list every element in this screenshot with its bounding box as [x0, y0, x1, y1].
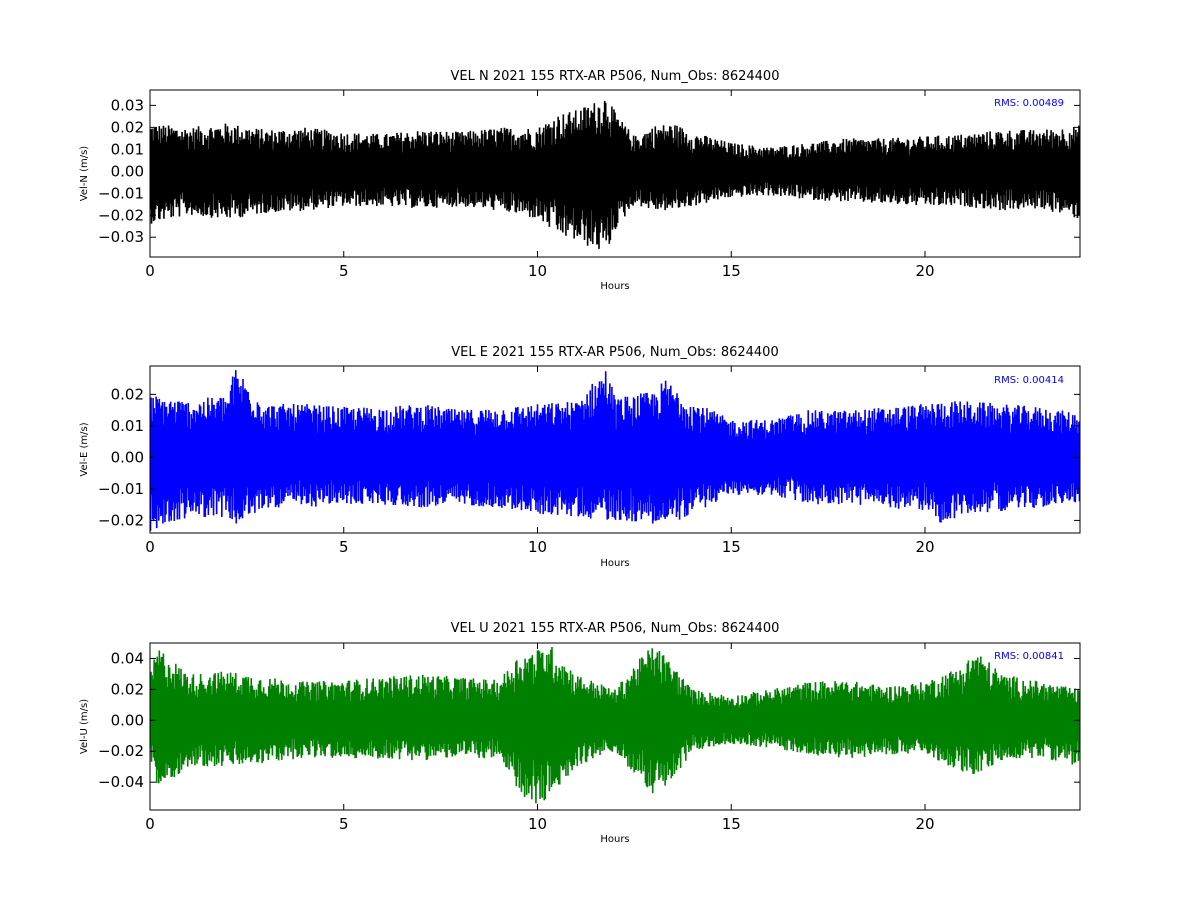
plot-area: 0 5 10 15 20 −0.04 −0.02 0.00 0.02 0.04: [98, 642, 1081, 833]
x-tick-label: 5: [339, 815, 349, 833]
chart-title: VEL N 2021 155 RTX-AR P506, Num_Obs: 862…: [451, 69, 780, 84]
x-tick-label: 20: [915, 262, 934, 280]
x-tick-label: 5: [339, 262, 349, 280]
x-tick-label: 10: [528, 538, 547, 556]
y-tick-label: 0.01: [111, 417, 144, 435]
y-tick-label: −0.02: [98, 742, 144, 760]
y-tick-label: 0.00: [111, 448, 144, 466]
rms-annotation: RMS: 0.00414: [994, 375, 1064, 386]
x-tick-label: 10: [528, 815, 547, 833]
x-tick-label: 15: [722, 815, 741, 833]
x-tick-label: 10: [528, 262, 547, 280]
x-axis-label: Hours: [600, 558, 629, 569]
signal-trace: [150, 370, 1080, 531]
x-tick-label: 0: [145, 815, 155, 833]
y-axis-label: Vel-E (m/s): [79, 422, 90, 476]
rms-annotation: RMS: 0.00489: [994, 98, 1064, 109]
y-tick-label: −0.02: [98, 511, 144, 529]
y-tick-label: 0.02: [111, 385, 144, 403]
panel-vel-u: VEL U 2021 155 RTX-AR P506, Num_Obs: 862…: [79, 621, 1081, 845]
y-axis-label: Vel-U (m/s): [79, 699, 90, 754]
x-axis-label: Hours: [600, 281, 629, 292]
y-tick-label: 0.02: [111, 118, 144, 136]
chart-title: VEL U 2021 155 RTX-AR P506, Num_Obs: 862…: [451, 621, 780, 636]
y-tick-label: 0.00: [111, 162, 144, 180]
x-tick-label: 0: [145, 262, 155, 280]
chart-title: VEL E 2021 155 RTX-AR P506, Num_Obs: 862…: [451, 345, 778, 360]
panel-vel-e: VEL E 2021 155 RTX-AR P506, Num_Obs: 862…: [79, 345, 1081, 569]
rms-annotation: RMS: 0.00841: [994, 651, 1064, 662]
x-tick-label: 20: [915, 815, 934, 833]
x-tick-label: 20: [915, 538, 934, 556]
x-tick-label: 15: [722, 538, 741, 556]
x-tick-label: 5: [339, 538, 349, 556]
y-tick-label: 0.03: [111, 96, 144, 114]
y-tick-label: −0.01: [98, 184, 144, 202]
y-tick-label: −0.04: [98, 773, 144, 791]
axes-frame: [149, 89, 1081, 258]
signal-trace: [150, 100, 1080, 249]
axes-frame: [149, 642, 1081, 811]
y-tick-label: 0.00: [111, 711, 144, 729]
panel-vel-n: VEL N 2021 155 RTX-AR P506, Num_Obs: 862…: [79, 69, 1081, 292]
y-tick-label: −0.01: [98, 480, 144, 498]
x-axis-label: Hours: [600, 834, 629, 845]
signal-trace: [150, 647, 1080, 804]
axes-frame: [149, 365, 1081, 534]
y-tick-label: −0.02: [98, 206, 144, 224]
y-tick-label: 0.04: [111, 649, 144, 667]
plot-area: 0 5 10 15 20 −0.03 −0.02 −0.01 0.00 0.01 0.02 0.03: [98, 89, 1081, 280]
x-tick-label: 15: [722, 262, 741, 280]
plot-area: 0 5 10 15 20 −0.02 −0.01 0.00 0.01 0.02: [98, 365, 1081, 556]
y-tick-label: −0.03: [98, 228, 144, 246]
y-axis-label: Vel-N (m/s): [79, 146, 90, 201]
x-tick-label: 0: [145, 538, 155, 556]
y-tick-label: 0.01: [111, 140, 144, 158]
y-tick-label: 0.02: [111, 680, 144, 698]
